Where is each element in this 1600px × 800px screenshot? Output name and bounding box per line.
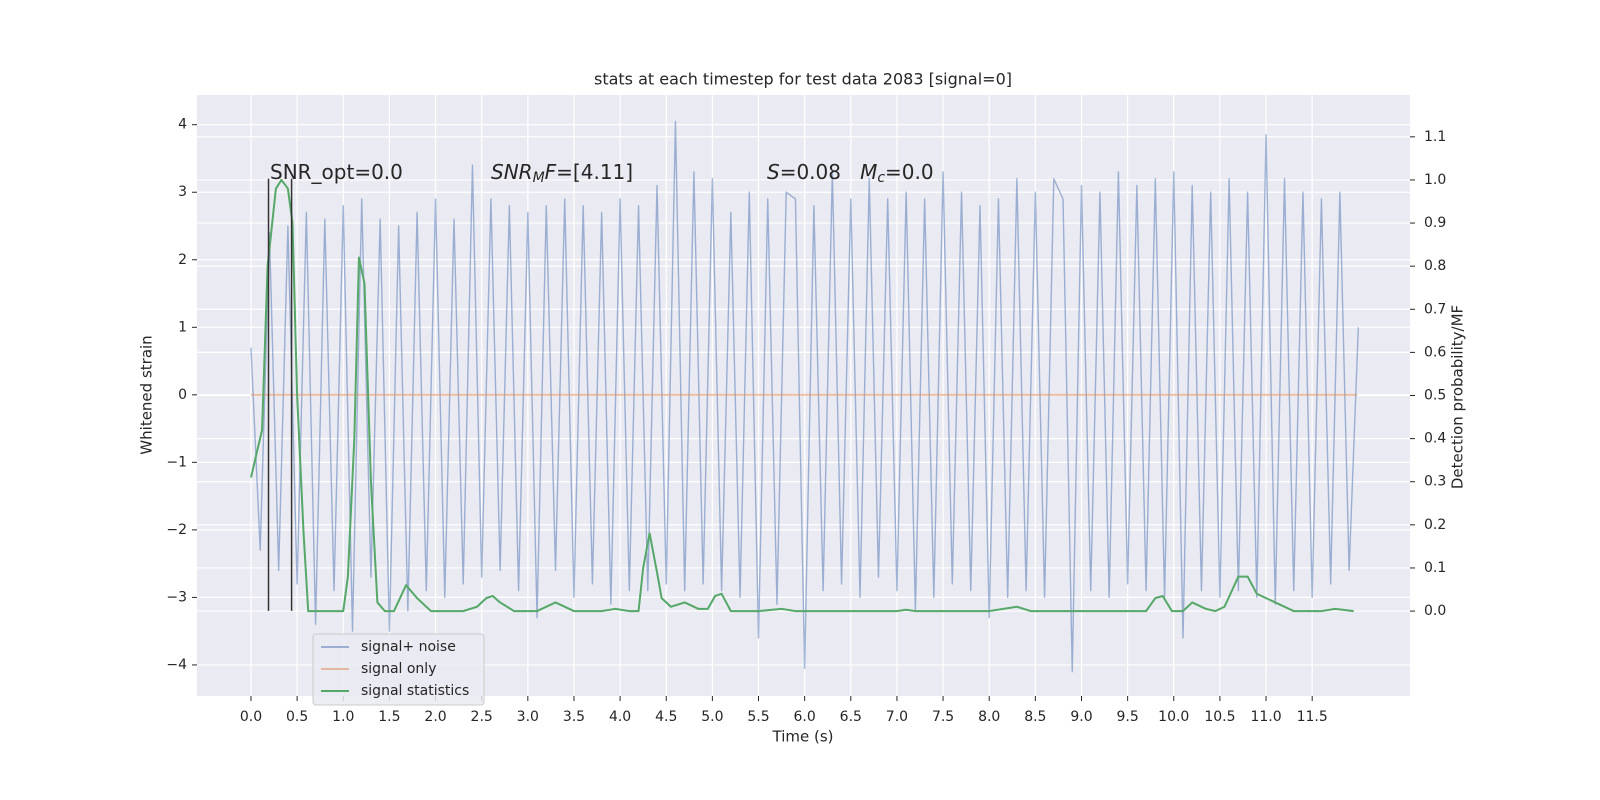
x-tick-label: 6.5 [840, 709, 862, 725]
y2-tick-label: 0.4 [1424, 431, 1446, 447]
y-tick-label: 0 [178, 387, 187, 403]
x-tick-label: 3.0 [517, 709, 539, 725]
x-tick-label: 2.5 [471, 709, 493, 725]
y2-tick-label: 0.1 [1424, 560, 1446, 576]
x-tick-label: 5.5 [747, 709, 769, 725]
y-tick-label: 3 [178, 184, 187, 200]
legend-box [312, 633, 485, 706]
annotation-part: SNR [491, 160, 533, 184]
annotation-part: =0.0 [885, 160, 934, 184]
x-tick-label: 11.5 [1297, 709, 1328, 725]
legend: signal+ noise signal only signal statistic… [312, 633, 485, 706]
x-tick-label: 8.0 [978, 709, 1000, 725]
y-tick-label: 4 [178, 117, 187, 133]
annotation-part: =0.08 [780, 160, 860, 184]
x-axis-label: Time (s) [772, 728, 834, 746]
x-tick-label: 7.5 [932, 709, 954, 725]
y-tick-label: −2 [166, 522, 187, 538]
annotation-part: M [860, 160, 877, 184]
y2-tick-label: 0.2 [1424, 517, 1446, 533]
legend-label: signal only [361, 661, 436, 677]
series-line [250, 120, 1360, 673]
x-tick-label: 5.0 [701, 709, 723, 725]
x-tick-label: 9.0 [1070, 709, 1092, 725]
x-tick-label: 10.0 [1158, 709, 1189, 725]
y2-axis-label: Detection probability/MF [1449, 305, 1467, 489]
y-tick-label: −4 [166, 657, 187, 673]
legend-label: signal statistics [361, 683, 469, 699]
y2-tick-label: 0.0 [1424, 603, 1446, 619]
annotation-part: c [877, 170, 885, 186]
y2-tick-label: 0.6 [1424, 344, 1446, 360]
annotation-part: =[4.11] [556, 160, 633, 184]
x-tick-label: 7.0 [886, 709, 908, 725]
y2-tick-label: 0.3 [1424, 474, 1446, 490]
chart-title: stats at each timestep for test data 208… [594, 70, 1012, 89]
annotation-part: SNR_opt=0.0 [270, 160, 403, 184]
y2-tick-label: 0.7 [1424, 301, 1446, 317]
x-tick-label: 8.5 [1024, 709, 1046, 725]
y2-tick-label: 0.8 [1424, 258, 1446, 274]
x-tick-label: 9.5 [1116, 709, 1138, 725]
x-tick-label: 6.0 [794, 709, 816, 725]
x-tick-label: 1.0 [332, 709, 354, 725]
x-tick-label: 4.5 [655, 709, 677, 725]
y-tick-label: 1 [178, 319, 187, 335]
x-tick-label: 2.0 [424, 709, 446, 725]
x-tick-label: 1.5 [378, 709, 400, 725]
x-tick-label: 0.0 [240, 709, 262, 725]
series-line [250, 178, 1354, 613]
annotation-part: S [767, 160, 780, 184]
y-tick-label: −1 [166, 454, 187, 470]
x-tick-label: 10.5 [1204, 709, 1235, 725]
y-tick-label: 2 [178, 252, 187, 268]
y2-tick-label: 0.9 [1424, 215, 1446, 231]
y-tick-label: −3 [166, 589, 187, 605]
annotation: SNRMF=[4.11] [491, 160, 633, 187]
x-tick-label: 3.5 [563, 709, 585, 725]
y-axis-label: Whitened strain [138, 335, 156, 454]
x-tick-label: 11.0 [1250, 709, 1281, 725]
x-tick-label: 0.5 [286, 709, 308, 725]
legend-label: signal+ noise [361, 639, 456, 655]
y2-tick-label: 1.0 [1424, 172, 1446, 188]
x-tick-label: 4.0 [609, 709, 631, 725]
y2-tick-label: 0.5 [1424, 388, 1446, 404]
annotation: SNR_opt=0.0 [270, 160, 403, 184]
annotation-part: M [533, 170, 545, 186]
y2-tick-label: 1.1 [1424, 129, 1446, 145]
annotation: S=0.08 Mc=0.0 [767, 160, 934, 187]
annotation-part: F [545, 160, 557, 184]
